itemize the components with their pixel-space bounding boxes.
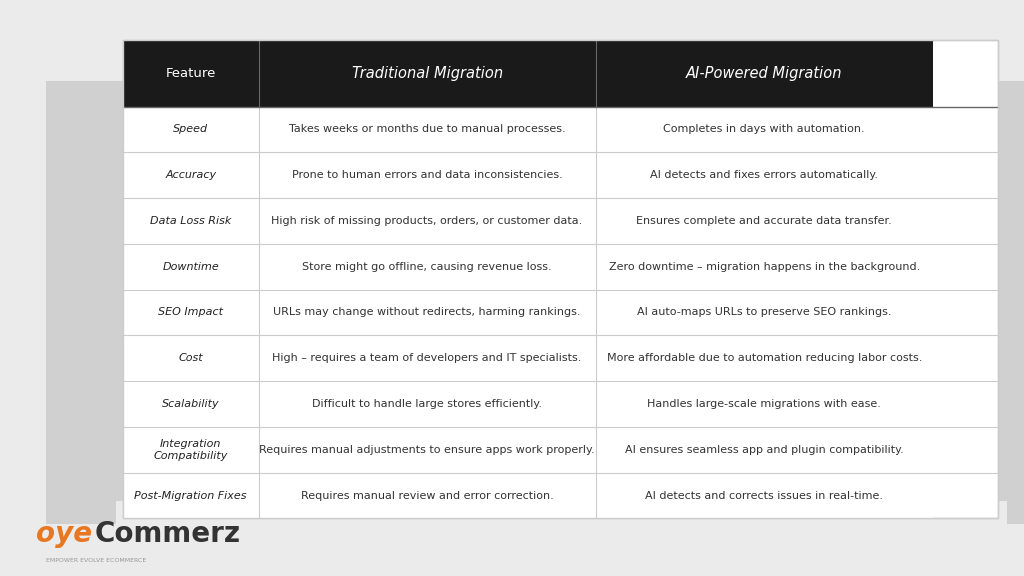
Text: More affordable due to automation reducing labor costs.: More affordable due to automation reduci… — [606, 353, 922, 363]
FancyBboxPatch shape — [596, 290, 933, 335]
FancyBboxPatch shape — [596, 107, 933, 152]
FancyBboxPatch shape — [123, 473, 259, 518]
FancyBboxPatch shape — [123, 152, 259, 198]
Text: Data Loss Risk: Data Loss Risk — [151, 216, 231, 226]
FancyBboxPatch shape — [259, 244, 596, 290]
FancyBboxPatch shape — [123, 290, 259, 335]
Text: Downtime: Downtime — [163, 262, 219, 272]
FancyBboxPatch shape — [1007, 81, 1024, 524]
FancyBboxPatch shape — [596, 427, 933, 473]
FancyBboxPatch shape — [596, 473, 933, 518]
Text: AI detects and corrects issues in real-time.: AI detects and corrects issues in real-t… — [645, 491, 883, 501]
FancyBboxPatch shape — [596, 335, 933, 381]
Text: High risk of missing products, orders, or customer data.: High risk of missing products, orders, o… — [271, 216, 583, 226]
FancyBboxPatch shape — [123, 40, 259, 107]
Text: Scalability: Scalability — [162, 399, 219, 409]
Text: EMPOWER EVOLVE ECOMMERCE: EMPOWER EVOLVE ECOMMERCE — [46, 558, 146, 563]
FancyBboxPatch shape — [259, 427, 596, 473]
FancyBboxPatch shape — [67, 81, 130, 501]
FancyBboxPatch shape — [46, 81, 116, 524]
FancyBboxPatch shape — [259, 198, 596, 244]
FancyBboxPatch shape — [123, 427, 259, 473]
FancyBboxPatch shape — [259, 381, 596, 427]
Text: oye: oye — [36, 520, 92, 548]
FancyBboxPatch shape — [259, 107, 596, 152]
FancyBboxPatch shape — [123, 198, 259, 244]
Text: Post-Migration Fixes: Post-Migration Fixes — [134, 491, 247, 501]
FancyBboxPatch shape — [596, 244, 933, 290]
Text: Difficult to handle large stores efficiently.: Difficult to handle large stores efficie… — [312, 399, 542, 409]
FancyBboxPatch shape — [259, 335, 596, 381]
Text: AI-Powered Migration: AI-Powered Migration — [686, 66, 843, 81]
FancyBboxPatch shape — [259, 152, 596, 198]
Text: Integration
Compatibility: Integration Compatibility — [154, 438, 228, 461]
FancyBboxPatch shape — [596, 381, 933, 427]
Text: High – requires a team of developers and IT specialists.: High – requires a team of developers and… — [272, 353, 582, 363]
Text: Takes weeks or months due to manual processes.: Takes weeks or months due to manual proc… — [289, 124, 565, 134]
Text: Handles large-scale migrations with ease.: Handles large-scale migrations with ease… — [647, 399, 881, 409]
Text: AI detects and fixes errors automatically.: AI detects and fixes errors automaticall… — [650, 170, 879, 180]
FancyBboxPatch shape — [259, 290, 596, 335]
FancyBboxPatch shape — [596, 198, 933, 244]
Text: Requires manual adjustments to ensure apps work properly.: Requires manual adjustments to ensure ap… — [259, 445, 595, 455]
FancyBboxPatch shape — [123, 107, 259, 152]
FancyBboxPatch shape — [998, 81, 1024, 501]
FancyBboxPatch shape — [259, 473, 596, 518]
Text: Speed: Speed — [173, 124, 208, 134]
Text: Cost: Cost — [178, 353, 203, 363]
Text: SEO Impact: SEO Impact — [159, 308, 223, 317]
Text: Completes in days with automation.: Completes in days with automation. — [664, 124, 865, 134]
Text: Traditional Migration: Traditional Migration — [351, 66, 503, 81]
Text: Commerz: Commerz — [94, 520, 241, 548]
FancyBboxPatch shape — [123, 40, 998, 518]
Text: Accuracy: Accuracy — [165, 170, 216, 180]
FancyBboxPatch shape — [596, 40, 933, 107]
Text: Feature: Feature — [166, 67, 216, 80]
FancyBboxPatch shape — [596, 152, 933, 198]
Text: Requires manual review and error correction.: Requires manual review and error correct… — [301, 491, 554, 501]
Text: URLs may change without redirects, harming rankings.: URLs may change without redirects, harmi… — [273, 308, 581, 317]
Text: Ensures complete and accurate data transfer.: Ensures complete and accurate data trans… — [636, 216, 892, 226]
Text: AI ensures seamless app and plugin compatibility.: AI ensures seamless app and plugin compa… — [625, 445, 903, 455]
Text: Store might go offline, causing revenue loss.: Store might go offline, causing revenue … — [302, 262, 552, 272]
Text: Zero downtime – migration happens in the background.: Zero downtime – migration happens in the… — [608, 262, 920, 272]
FancyBboxPatch shape — [123, 381, 259, 427]
Text: Prone to human errors and data inconsistencies.: Prone to human errors and data inconsist… — [292, 170, 562, 180]
FancyBboxPatch shape — [123, 335, 259, 381]
Text: AI auto-maps URLs to preserve SEO rankings.: AI auto-maps URLs to preserve SEO rankin… — [637, 308, 892, 317]
FancyBboxPatch shape — [259, 40, 596, 107]
FancyBboxPatch shape — [123, 244, 259, 290]
